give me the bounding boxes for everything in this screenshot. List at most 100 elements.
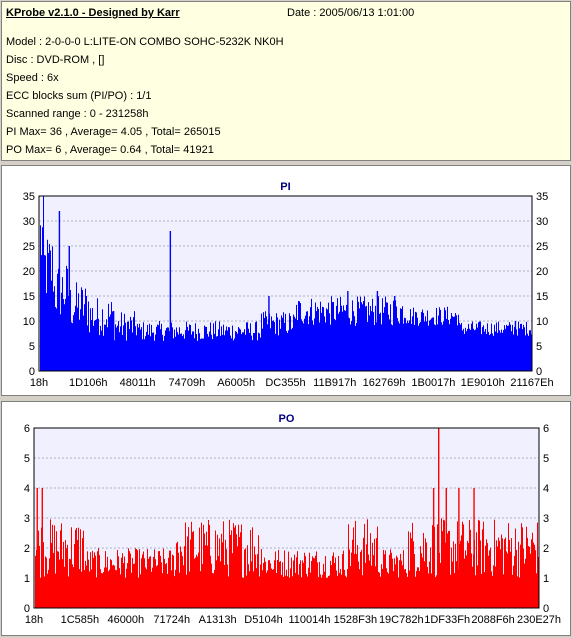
pi-bar [429, 320, 430, 371]
pi-bar [407, 320, 408, 371]
po-bar [206, 531, 207, 608]
pi-bar [530, 330, 531, 371]
pi-bar [156, 326, 157, 371]
pi-bar [131, 320, 132, 371]
po-bar [56, 531, 57, 608]
po-bar [479, 520, 480, 608]
pi-y-tick-right-3: 15 [536, 291, 548, 303]
pi-bar [431, 318, 432, 371]
pi-spike-bar [169, 231, 172, 371]
app-title: KProbe v2.1.0 - Designed by Karr [6, 7, 180, 19]
pi-bar [224, 335, 225, 371]
pi-bar [86, 295, 87, 371]
po-bar [423, 532, 424, 608]
pi-bar [254, 333, 255, 371]
pi-bar [418, 325, 419, 371]
po-bar [482, 529, 483, 608]
model-line: Model : 2-0-0-0 L:LITE-ON COMBO SOHC-523… [6, 36, 284, 48]
pi-bar [122, 334, 123, 371]
pi-bar [454, 316, 455, 371]
po-bar [467, 540, 468, 608]
pi-bar [353, 311, 354, 371]
po-spike-bar [473, 488, 475, 608]
po-spike-bar [432, 488, 435, 608]
pi-bar [184, 338, 185, 371]
pi-bar [519, 328, 520, 371]
pi-bar [179, 327, 180, 371]
po-bar [215, 530, 216, 608]
po-y-tick-right-5: 5 [543, 453, 549, 465]
pi-bar [449, 324, 450, 371]
pi-bar [147, 324, 148, 371]
po-bar [52, 524, 53, 608]
po-y-tick-left-1: 1 [24, 573, 30, 585]
pi-bar [331, 296, 332, 371]
pi-bar [295, 318, 296, 371]
pi-bar [100, 325, 101, 371]
pi-bar [475, 329, 476, 371]
po-bar [441, 518, 442, 608]
pi-bar [225, 330, 226, 371]
pi-bar [317, 306, 318, 371]
pi-bar [193, 331, 194, 371]
pi-bar [169, 331, 170, 371]
pi-bar [89, 332, 90, 371]
pi-y-tick-left-1: 5 [29, 341, 35, 353]
pi-bar [366, 305, 367, 371]
pi-y-tick-left-3: 15 [23, 291, 35, 303]
pi-bar [195, 323, 196, 371]
pi-bar [171, 322, 172, 371]
pi-bar [96, 319, 97, 371]
pi-bar [256, 321, 257, 371]
pi-bar [276, 313, 277, 371]
po-bar [455, 543, 456, 608]
pi-bar [95, 319, 96, 371]
pi-bar [448, 319, 449, 371]
pi-bar [513, 334, 514, 371]
pi-bar [486, 333, 487, 371]
po-bar [231, 530, 232, 608]
pi-bar [215, 321, 216, 371]
pi-bar [476, 323, 477, 371]
pi-bar [226, 326, 227, 371]
pi-bar [114, 340, 115, 371]
po-bar [77, 540, 78, 608]
pi-bar [319, 322, 320, 371]
pi-bar [101, 330, 102, 371]
po-bar [499, 540, 500, 608]
po-bar [357, 545, 358, 608]
po-bar [376, 538, 377, 608]
pi-y-tick-left-6: 30 [23, 216, 35, 228]
pi-bar [230, 335, 231, 371]
pi-bar [379, 313, 380, 371]
pi-bar [107, 327, 108, 371]
po-bar [252, 527, 253, 608]
po-bar [222, 542, 223, 608]
scan-date: Date : 2005/06/13 1:01:00 [287, 7, 415, 19]
pi-bar [50, 250, 51, 371]
pi-bar [303, 323, 304, 371]
pi-bar [336, 305, 337, 371]
po-x-tick-11: 230E27h [517, 614, 561, 626]
pi-bar [355, 325, 356, 371]
pi-bar [392, 325, 393, 371]
po-bar [353, 527, 354, 608]
po-bar [468, 542, 469, 608]
pi-bar [159, 321, 160, 371]
pi-bar [178, 334, 179, 371]
pi-bar [61, 292, 62, 371]
pi-bar [137, 323, 138, 371]
pi-bar [105, 324, 106, 371]
po-bar [233, 523, 234, 608]
pi-bar [272, 321, 273, 371]
pi-bar [310, 307, 311, 371]
pi-bar [192, 331, 193, 371]
pi-bar [440, 309, 441, 371]
pi-y-tick-left-2: 10 [23, 316, 35, 328]
pi-bar [187, 326, 188, 371]
pi-bar [255, 322, 256, 371]
pi-chart-panel: PI 0 0 5 5 10 10 15 15 20 20 25 25 30 30 35 35 18h 1D106h 4… [1, 165, 571, 396]
pi-bar [314, 318, 315, 371]
pi-bar [494, 324, 495, 371]
po-y-tick-right-3: 3 [543, 513, 549, 525]
